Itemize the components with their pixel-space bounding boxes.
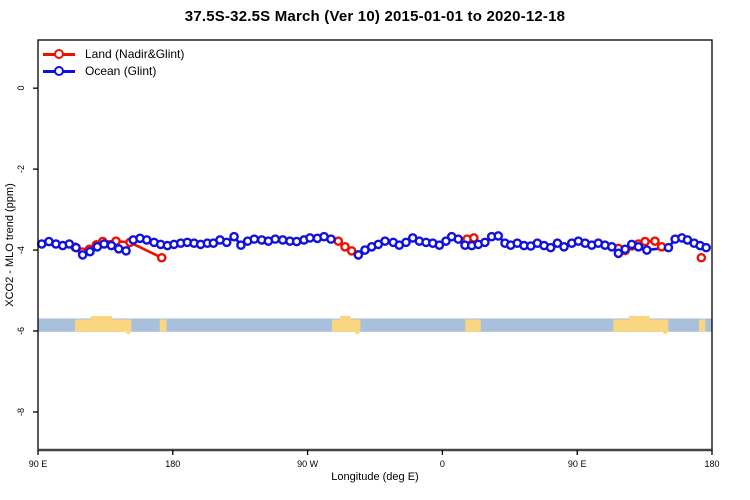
x-tick-label: 90 E [567, 459, 587, 469]
ocean-data-point [277, 235, 288, 245]
y-tick-label: -4 [16, 246, 26, 255]
legend-label-land: Land (Nadir&Glint) [85, 47, 185, 61]
legend-item-land: Land (Nadir&Glint) [43, 46, 184, 63]
x-axis-title: Longitude (deg E) [331, 471, 419, 483]
ocean-data-point [85, 246, 95, 257]
ocean-data-point [633, 242, 644, 252]
ocean-data-point [480, 237, 490, 248]
ocean-data-point [606, 242, 617, 252]
land-data-point [346, 246, 357, 256]
map-land-patch-ridge [339, 315, 351, 320]
y-tick-label: 0 [16, 85, 26, 91]
ocean-data-point [106, 240, 117, 251]
x-tick-label: 0 [439, 459, 445, 469]
ocean-data-point [434, 240, 445, 251]
ocean-data-point [291, 236, 302, 247]
land-data-point [640, 236, 650, 247]
y-tick-label: -6 [16, 326, 26, 336]
ocean-data-point [229, 231, 239, 242]
y-tick-label: -8 [16, 407, 26, 416]
ocean-data-point [270, 234, 281, 244]
ocean-data-point [401, 237, 411, 248]
ocean-data-point [305, 233, 315, 243]
ocean-data-point [71, 242, 81, 253]
ocean-data-point [64, 239, 75, 249]
map-land-patch [74, 319, 132, 332]
ocean-data-point [493, 231, 504, 241]
map-land-patch-ridge [90, 315, 113, 320]
ocean-data-point [642, 245, 652, 255]
land-data-point [650, 236, 660, 246]
y-axis-title: XCO2 - MLO trend (ppm) [4, 183, 16, 307]
x-tick-label: 180 [165, 459, 181, 469]
map-land-patch-tail [663, 330, 668, 334]
legend-label-ocean: Ocean (Glint) [85, 64, 157, 78]
ocean-data-point [221, 237, 232, 248]
land-circle-icon [54, 49, 64, 59]
map-land-patch-tail [126, 330, 131, 334]
map-ocean-band [38, 318, 712, 332]
legend-item-ocean: Ocean (Glint) [43, 63, 184, 80]
ocean-data-point [613, 248, 624, 259]
land-data-point [156, 252, 167, 263]
map-land-patch [332, 319, 361, 332]
y-tick-label: -2 [16, 165, 26, 174]
ocean-data-point [453, 234, 464, 244]
chart-title: 37.5S-32.5S March (Ver 10) 2015-01-01 to… [184, 8, 566, 25]
ocean-data-point [249, 234, 260, 244]
legend-swatch-land [43, 46, 75, 63]
ocean-data-point [236, 240, 246, 251]
ocean-data-point [77, 250, 88, 260]
land-data-point [333, 236, 344, 246]
legend: Land (Nadir&Glint) Ocean (Glint) [43, 46, 184, 80]
map-land-patch [613, 319, 669, 332]
x-tick-label: 90 E [28, 459, 48, 469]
land-data-point [696, 252, 707, 263]
map-land-patch [465, 319, 481, 332]
map-land-patch-ridge [628, 315, 650, 320]
ocean-data-point [663, 242, 674, 253]
legend-swatch-ocean [43, 63, 75, 80]
ocean-data-point [121, 246, 131, 256]
ocean-data-point [559, 242, 569, 252]
x-tick-label: 180 [704, 459, 720, 469]
ocean-data-point [113, 244, 124, 254]
ocean-data-point [380, 236, 390, 246]
ocean-data-point [701, 242, 711, 253]
ocean-circle-icon [54, 66, 64, 76]
map-land-patch-tail [355, 330, 360, 334]
ocean-data-point [620, 244, 630, 255]
ocean-data-point [545, 242, 556, 253]
land-data-point [340, 242, 350, 252]
x-tick-label: 90 W [297, 459, 319, 469]
map-land-patch [698, 319, 706, 332]
ocean-data-point [99, 239, 109, 249]
map-land-patch [159, 319, 167, 332]
ocean-data-point [353, 250, 364, 260]
ocean-data-point [326, 234, 336, 244]
ocean-data-point [141, 235, 152, 245]
